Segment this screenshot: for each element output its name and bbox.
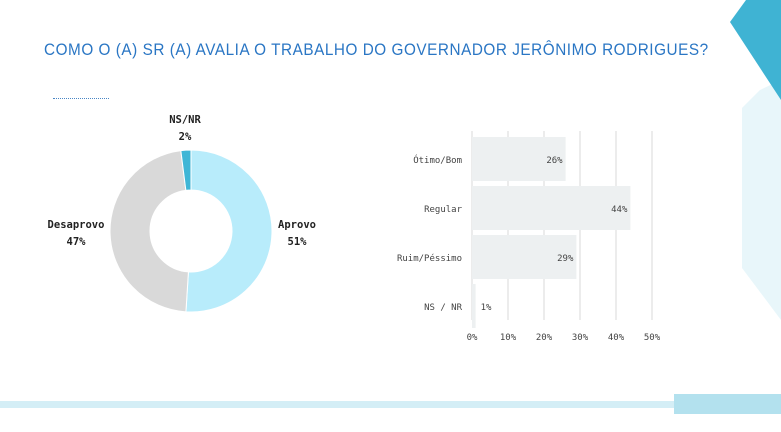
corner-dark-panel [730,0,781,100]
label-aprovo: Aprovo 51% [272,217,322,251]
bar-2 [472,235,577,279]
x-tick-label: 20% [536,333,553,343]
label-aprovo-pct: 51% [287,236,307,248]
donut-slice-aprovo [185,149,273,313]
corner-light-panel [742,80,781,320]
chart-title: COMO O (A) SR (A) AVALIA O TRABALHO DO G… [44,40,709,59]
category-label: Regular [424,205,463,215]
x-tick-label: 50% [644,333,661,343]
footer-tab [674,394,781,414]
bar-1 [472,186,631,230]
x-tick-label: 40% [608,333,625,343]
title-underline [53,98,109,99]
label-aprovo-name: Aprovo [278,219,316,231]
value-label: 26% [546,156,563,166]
label-desaprovo: Desaprovo 47% [44,217,108,251]
bar-0 [472,137,566,181]
label-nsnr-pct: 2% [178,131,192,143]
category-label: NS / NR [424,303,463,313]
footer-rule [0,401,781,408]
category-label: Ótimo/Bom [413,154,462,166]
bar-3 [472,284,476,328]
label-nsnr-name: NS/NR [169,114,201,126]
value-label: 1% [481,303,492,313]
label-desaprovo-name: Desaprovo [47,219,105,231]
x-tick-label: 30% [572,333,589,343]
label-nsnr: NS/NR 2% [160,112,210,146]
value-label: 29% [557,254,574,264]
value-label: 44% [611,205,628,215]
x-tick-label: 0% [467,333,478,343]
donut-slice-desaprovo [109,150,189,313]
donut-slice-ns-nr [180,149,192,191]
category-label: Ruim/Péssimo [397,253,462,264]
x-tick-label: 10% [500,333,517,343]
label-desaprovo-pct: 47% [66,236,86,248]
